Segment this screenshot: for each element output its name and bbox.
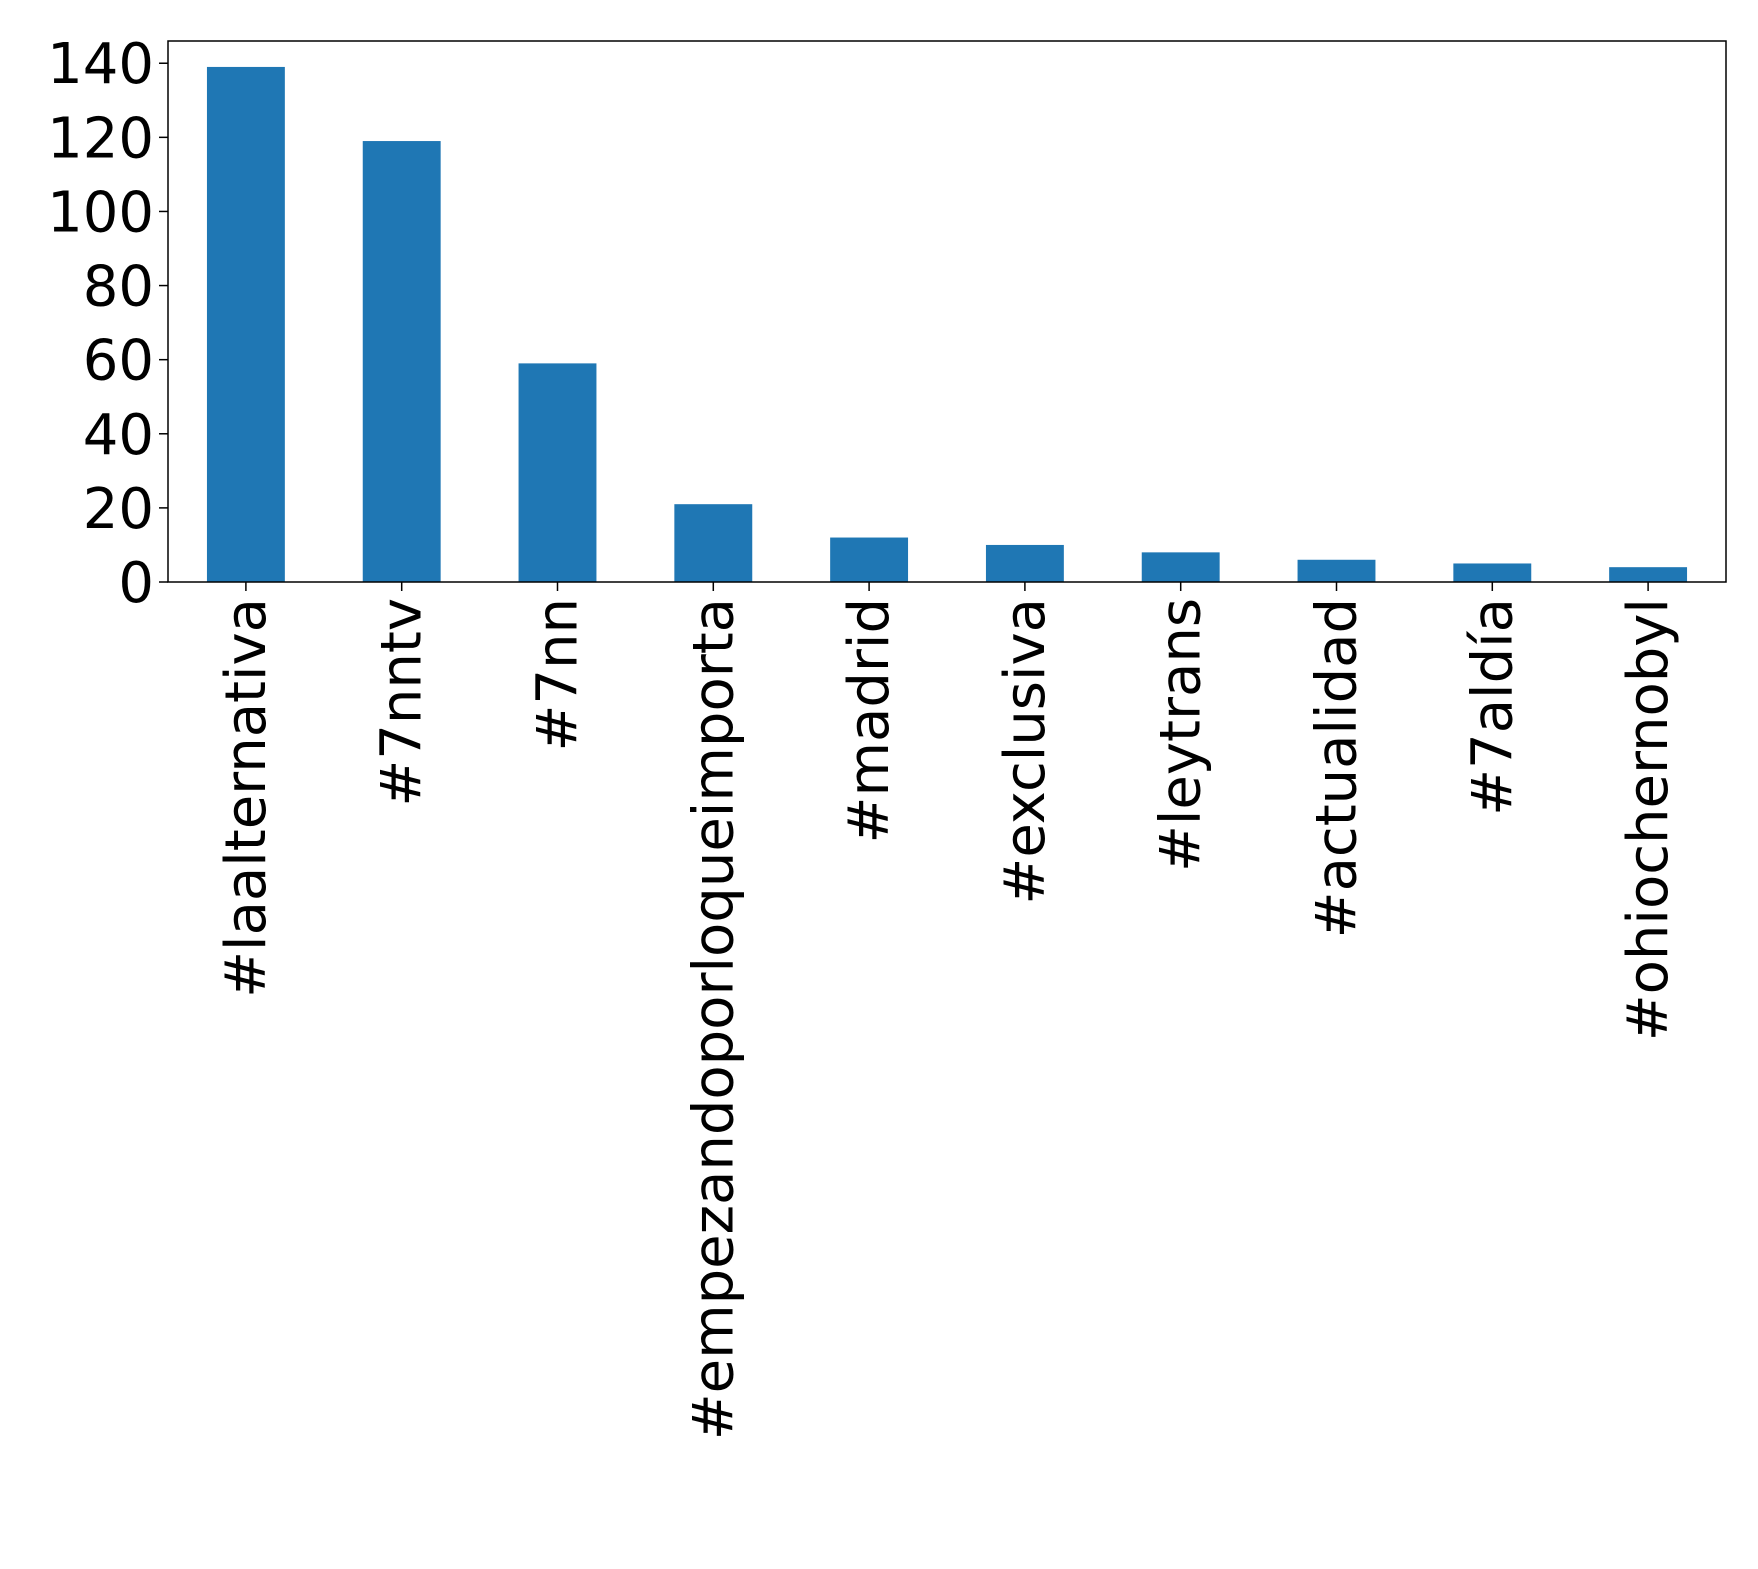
- bar-5: [985, 544, 1064, 582]
- y-tick-label: 40: [83, 403, 154, 468]
- plot-frame: [167, 40, 1727, 583]
- x-tick-label: #7nntv: [370, 598, 435, 807]
- bars-group: [206, 66, 1688, 582]
- x-tick-label: #ohiochernobyl: [1616, 598, 1681, 1041]
- x-tick-label: #exclusiva: [993, 598, 1058, 905]
- x-tick-label: #7aldía: [1460, 598, 1525, 816]
- bar-8: [1453, 563, 1532, 582]
- y-tick-label: 100: [47, 180, 154, 245]
- y-tick-label: 60: [83, 329, 154, 394]
- bar-0: [206, 66, 285, 582]
- x-tick-label: #7nn: [526, 598, 591, 752]
- bar-2: [518, 363, 597, 582]
- y-tick-label: 120: [47, 106, 154, 171]
- y-tick-label: 80: [83, 255, 154, 320]
- bar-1: [362, 141, 441, 582]
- x-tick-label: #empezandoporloqueimporta: [681, 598, 746, 1440]
- y-axis: 0 20 40 60 80 100 120 140: [47, 32, 168, 616]
- x-tick-label: #madrid: [837, 598, 902, 843]
- bar-7: [1297, 559, 1376, 582]
- y-tick-label: 20: [83, 477, 154, 542]
- bar-9: [1609, 567, 1688, 582]
- y-tick-label: 140: [47, 32, 154, 97]
- bar-4: [830, 537, 909, 582]
- x-tick-label: #laalternativa: [214, 598, 279, 998]
- x-tick-label: #leytrans: [1149, 598, 1214, 872]
- x-tick-label: #actualidad: [1305, 598, 1370, 938]
- y-tick-label: 0: [118, 551, 154, 616]
- bar-6: [1141, 552, 1220, 582]
- x-axis: #laalternativa #7nntv #7nn #empezandoporloq…: [214, 582, 1681, 1440]
- bar-3: [674, 504, 753, 582]
